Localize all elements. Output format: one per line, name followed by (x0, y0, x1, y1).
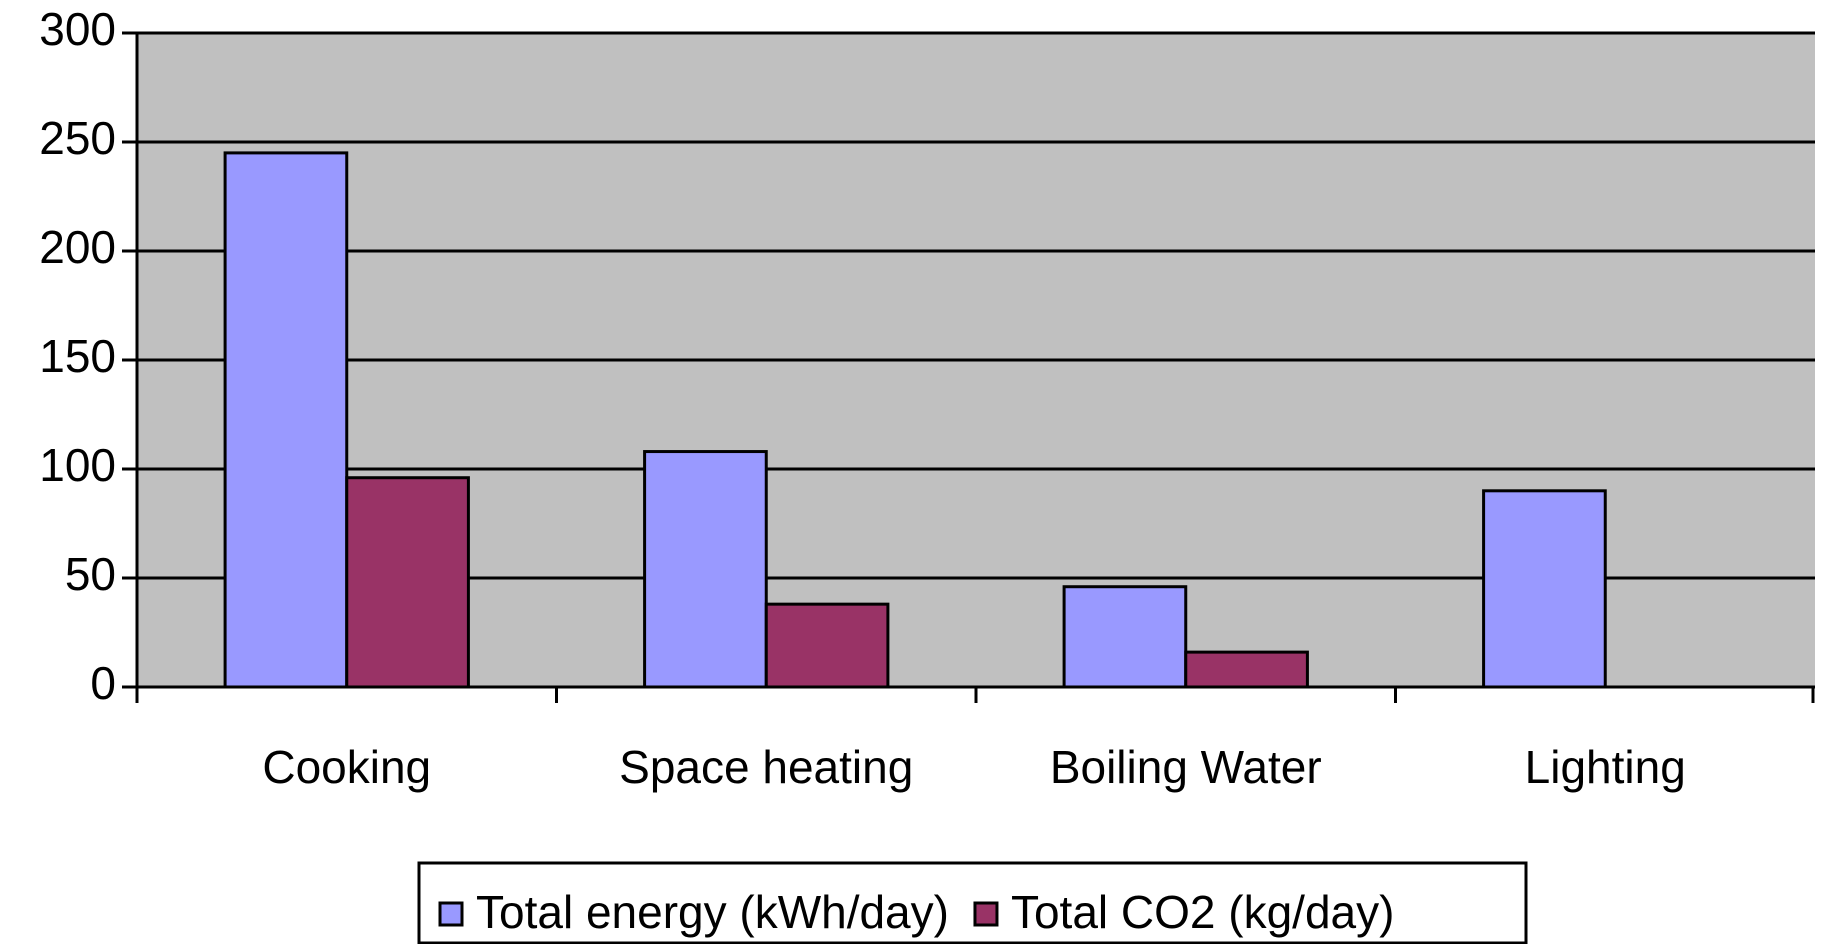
x-tick-label: Cooking (262, 741, 431, 793)
bar (1184, 650, 1309, 689)
legend-swatch (973, 901, 999, 927)
legend-swatch (438, 901, 464, 927)
legend-label: Total energy (kWh/day) (476, 886, 949, 938)
legend-box (417, 861, 1528, 944)
bar (345, 476, 470, 689)
y-tick-label: 100 (39, 439, 116, 491)
bar (643, 450, 768, 689)
bar (764, 602, 890, 689)
x-tick-label: Boiling Water (1050, 741, 1322, 793)
legend-label: Total CO2 (kg/day) (1011, 886, 1394, 938)
y-tick-label: 200 (39, 221, 116, 273)
y-tick-label: 250 (39, 112, 116, 164)
x-tick-label: Space heating (619, 741, 913, 793)
y-tick-label: 300 (39, 3, 116, 55)
bar (223, 151, 349, 689)
x-tick-label: Lighting (1525, 741, 1686, 793)
y-tick-label: 150 (39, 330, 116, 382)
bar (1062, 585, 1188, 689)
bar (1482, 489, 1607, 689)
y-tick-label: 0 (90, 657, 116, 709)
y-tick-label: 50 (65, 548, 116, 600)
legend: Total energy (kWh/day) Total CO2 (kg/day) (417, 861, 1528, 944)
